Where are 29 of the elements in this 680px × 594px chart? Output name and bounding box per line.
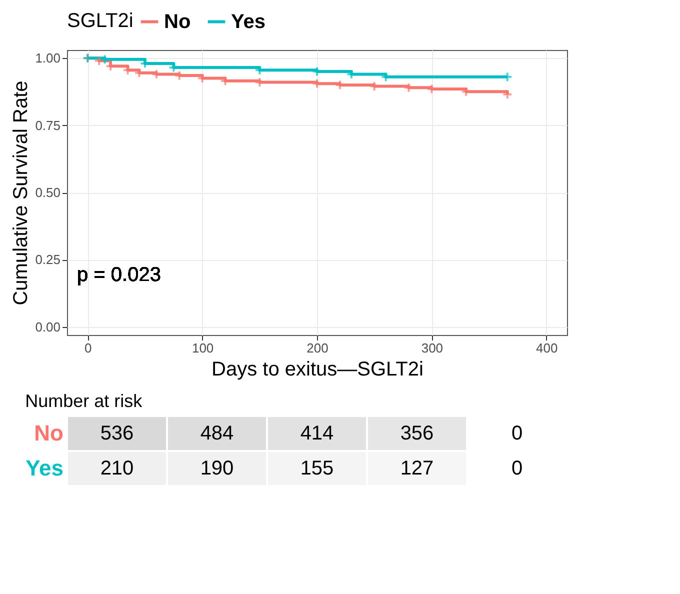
data-label: 356 — [400, 422, 434, 444]
y-tick-label: Yes — [26, 456, 64, 480]
data-label: 536 — [100, 422, 134, 444]
legend-label: No — [164, 10, 191, 33]
y-tick-label: 0.00 — [35, 319, 60, 334]
annotation: p = 0.023 — [77, 264, 161, 286]
y-tick-label: 0.50 — [35, 185, 60, 200]
y-tick-label: No — [34, 420, 64, 446]
y-tick-label: 0.25 — [35, 252, 60, 268]
y-tick-label: 0.75 — [35, 118, 60, 133]
x-tick-label: 0 — [84, 340, 92, 356]
y-tick-label: 1.00 — [35, 50, 60, 66]
data-label: 210 — [100, 458, 134, 480]
x-axis-title: Days to exitus—SGLT2i — [212, 358, 424, 380]
x-tick-label: 300 — [421, 340, 444, 356]
data-label: 0 — [511, 458, 523, 480]
data-label: 0 — [511, 422, 523, 444]
data-label: 127 — [400, 458, 434, 480]
legend-label: Yes — [231, 10, 266, 33]
x-tick-label: 200 — [306, 340, 328, 356]
data-label: 414 — [300, 422, 334, 444]
data-label: 484 — [200, 422, 234, 444]
legend-title: SGLT2i — [67, 10, 134, 32]
y-axis-title: Cumulative Survival Rate — [10, 80, 32, 306]
x-tick-label: 400 — [536, 340, 558, 356]
data-label: 190 — [200, 458, 234, 480]
x-tick-label: 100 — [192, 340, 214, 356]
data-label: 155 — [300, 458, 334, 480]
chart-title: Number at risk — [25, 391, 144, 411]
